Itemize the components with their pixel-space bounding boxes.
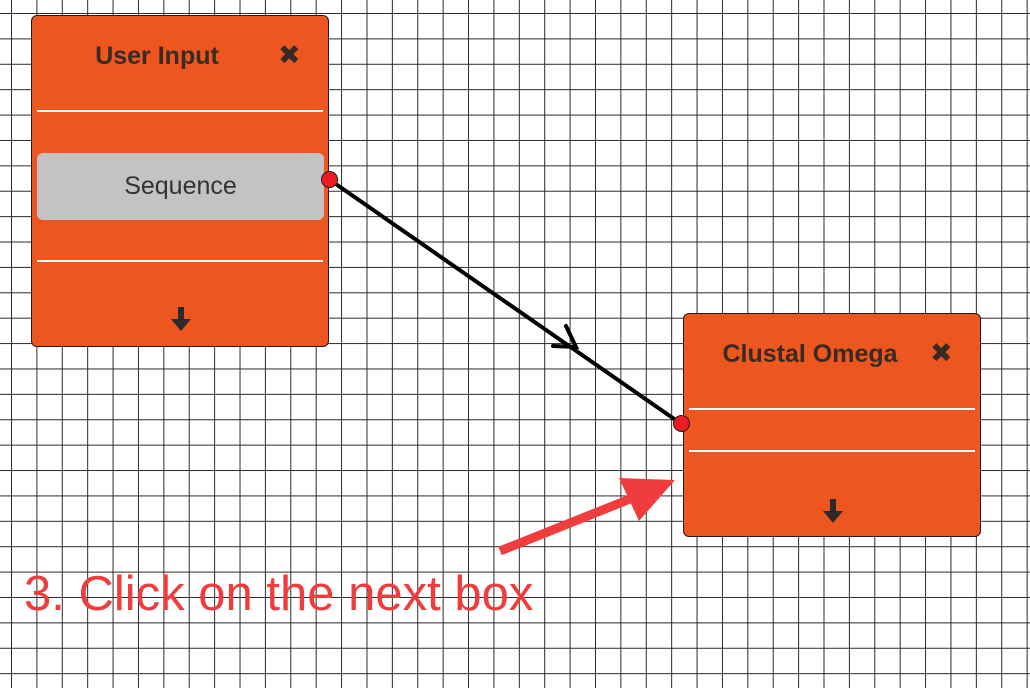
node-title: Clustal Omega [722,340,898,368]
arrow-down-icon[interactable] [818,496,848,526]
node-user-input[interactable]: User Input ✖ Sequence [31,15,329,347]
node-divider [37,260,323,262]
arrow-down-icon[interactable] [166,304,196,334]
connection-edge[interactable] [328,178,682,425]
node-divider [37,110,323,112]
output-port-dot[interactable] [321,171,338,188]
node-title: User Input [95,42,219,70]
node-divider [689,408,975,410]
node-divider [689,450,975,452]
annotation-text: 3. Click on the next box [24,567,534,621]
connection-direction-icon [551,324,580,350]
close-icon[interactable]: ✖ [278,40,301,71]
node-clustal-omega[interactable]: Clustal Omega ✖ [683,313,981,537]
close-icon[interactable]: ✖ [930,338,953,369]
output-port-sequence[interactable]: Sequence [37,153,324,220]
input-port-dot[interactable] [673,415,690,432]
annotation-arrow-icon [498,478,675,556]
